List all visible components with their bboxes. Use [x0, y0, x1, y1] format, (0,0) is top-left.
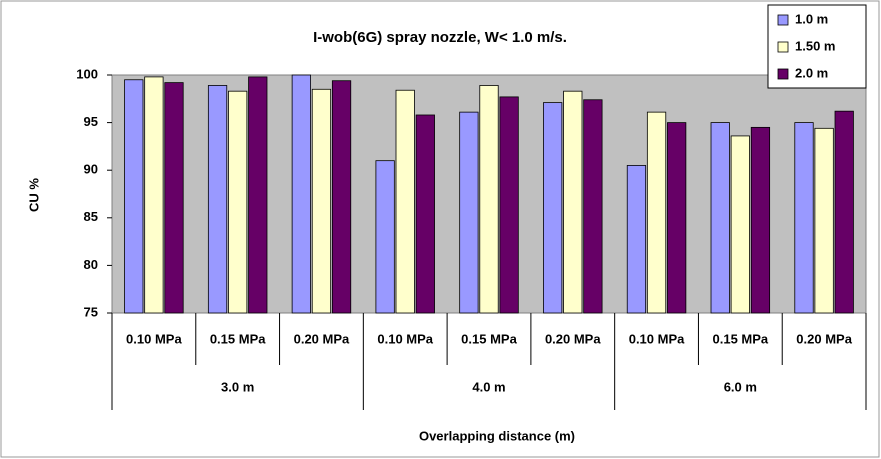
bar: [710, 122, 730, 314]
y-tick-label: 100: [76, 66, 98, 81]
group-label: 6.0 m: [724, 379, 757, 394]
x-tick-label: 0.15 MPa: [713, 331, 769, 346]
bar: [563, 90, 583, 314]
bar: [459, 111, 479, 314]
x-tick-label: 0.10 MPa: [126, 331, 182, 346]
bar: [248, 76, 268, 314]
x-tick-label: 0.10 MPa: [629, 331, 685, 346]
chart-title: I-wob(6G) spray nozzle, W< 1.0 m/s.: [313, 29, 567, 46]
bar: [814, 127, 834, 314]
legend-label: 1.50 m: [795, 38, 835, 53]
legend-swatch: [777, 14, 789, 26]
x-tick-label: 0.15 MPa: [461, 331, 517, 346]
legend-label: 1.0 m: [795, 11, 828, 26]
bar: [543, 102, 563, 314]
legend-label: 2.0 m: [795, 65, 828, 80]
bar: [499, 96, 519, 314]
bar: [730, 135, 750, 314]
bar: [311, 88, 332, 314]
group-label: 3.0 m: [221, 379, 254, 394]
x-tick-label: 0.20 MPa: [545, 331, 601, 346]
bar: [415, 114, 435, 314]
y-tick-label: 95: [84, 114, 98, 129]
x-axis-title: Overlapping distance (m): [419, 428, 575, 443]
y-tick-label: 85: [84, 209, 98, 224]
bar: [207, 85, 228, 314]
bar: [291, 74, 311, 314]
x-tick-label: 0.20 MPa: [294, 331, 350, 346]
bar: [583, 99, 603, 314]
x-tick-label: 0.15 MPa: [210, 331, 266, 346]
legend-swatch: [777, 68, 789, 80]
y-tick-label: 80: [84, 257, 98, 272]
bar: [834, 110, 854, 314]
bar: [331, 80, 352, 314]
bar: [794, 122, 814, 314]
bar: [479, 85, 499, 314]
bar: [395, 89, 415, 314]
y-tick-label: 75: [84, 304, 98, 319]
bar: [626, 165, 647, 314]
x-tick-label: 0.10 MPa: [377, 331, 433, 346]
bar: [646, 111, 667, 314]
group-label: 4.0 m: [472, 379, 505, 394]
bar: [144, 76, 164, 314]
bar: [164, 82, 184, 314]
bar: [375, 160, 395, 314]
y-axis-title: CU %: [26, 178, 41, 212]
bar: [124, 79, 144, 314]
legend-swatch: [777, 41, 789, 53]
y-tick-label: 90: [84, 162, 98, 177]
bar: [228, 90, 248, 314]
bar: [750, 126, 771, 314]
bar: [667, 122, 687, 314]
x-tick-label: 0.20 MPa: [796, 331, 852, 346]
